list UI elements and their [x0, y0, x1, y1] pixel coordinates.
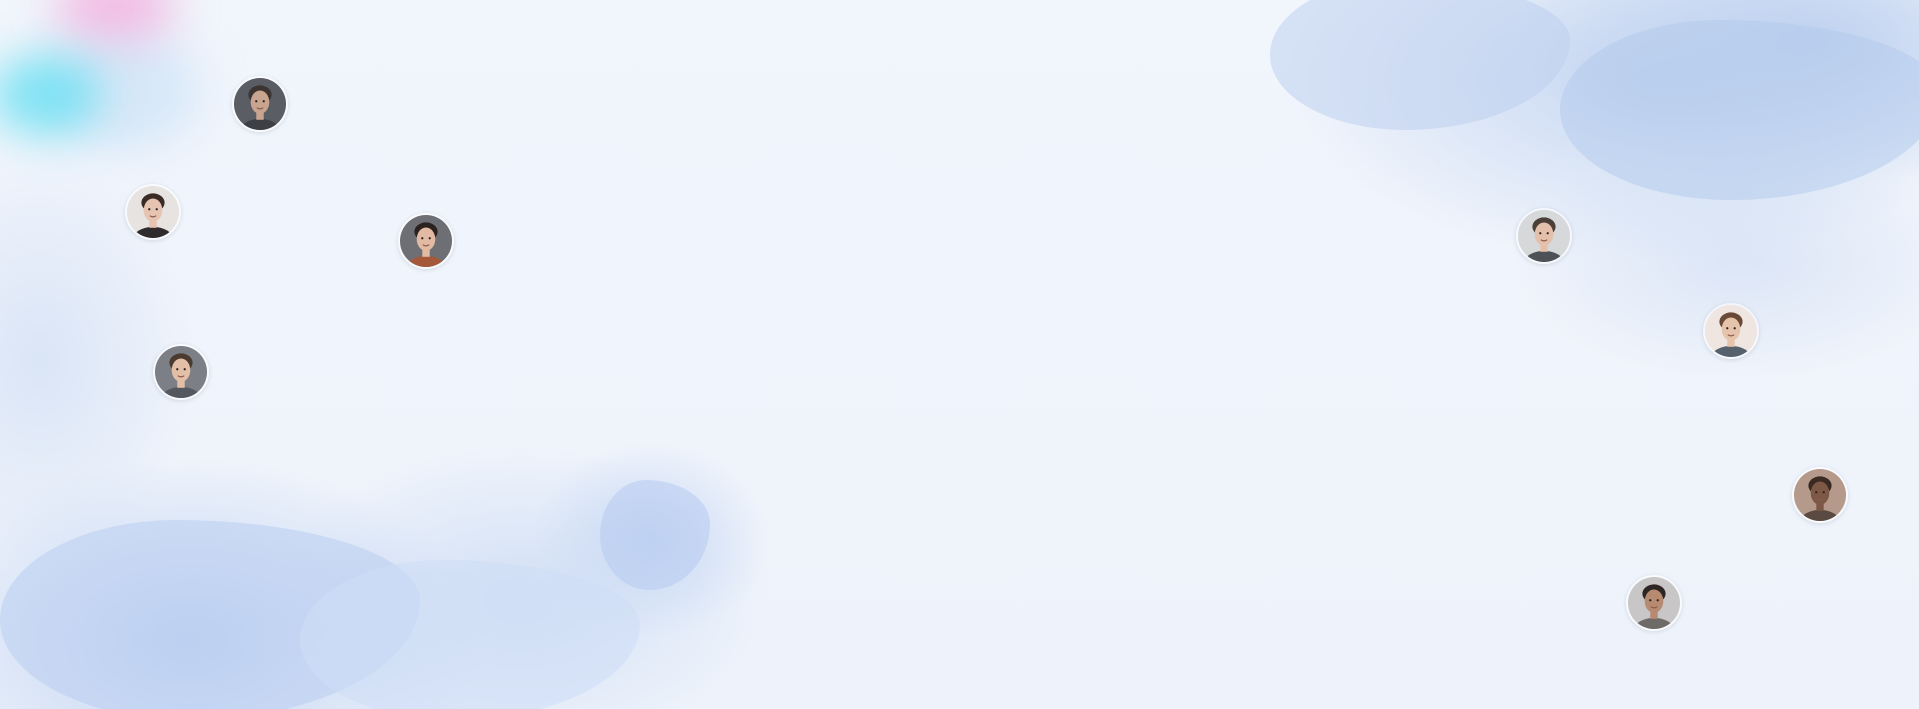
- avatar-woman-bangs[interactable]: [398, 213, 454, 269]
- blur-glow-blue: [40, 30, 200, 150]
- watercolor-splash: [0, 520, 420, 709]
- portrait-icon: [400, 215, 452, 267]
- watercolor-splash: [300, 560, 640, 709]
- watercolor-splash: [1270, 0, 1570, 130]
- watercolor-splash: [600, 480, 710, 590]
- avatar-man-smiling[interactable]: [153, 344, 209, 400]
- blur-glow-cyan: [0, 55, 100, 135]
- avatar-man-glasses[interactable]: [1703, 303, 1759, 359]
- blur-glow-pink: [55, 0, 175, 40]
- watercolor-splash: [1560, 20, 1919, 200]
- portrait-icon: [1794, 469, 1846, 521]
- portrait-icon: [1518, 210, 1570, 262]
- avatar-man-dark-beard[interactable]: [232, 76, 288, 132]
- portrait-icon: [155, 346, 207, 398]
- avatar-man-short-hair[interactable]: [1516, 208, 1572, 264]
- portrait-icon: [1705, 305, 1757, 357]
- portrait-icon: [1628, 577, 1680, 629]
- portrait-icon: [127, 186, 179, 238]
- avatar-woman-bun[interactable]: [1626, 575, 1682, 631]
- avatar-woman-long-hair[interactable]: [125, 184, 181, 240]
- avatar-man-bald[interactable]: [1792, 467, 1848, 523]
- portrait-icon: [234, 78, 286, 130]
